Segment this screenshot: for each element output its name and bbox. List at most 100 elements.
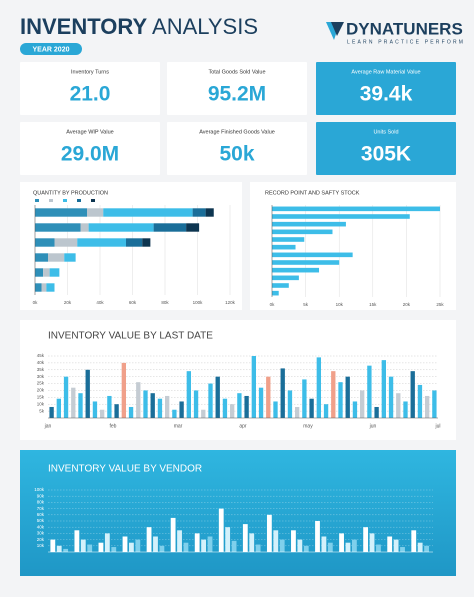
bar: [303, 545, 309, 552]
title-bold: INVENTORY: [20, 14, 147, 39]
kpi-label: Average WIP Value: [66, 129, 113, 135]
bar: [279, 539, 285, 552]
x-tick-label: 5k: [303, 302, 309, 307]
legend-swatch: [91, 199, 95, 202]
kpi-label: Inventory Turns: [71, 69, 109, 75]
bar: [56, 545, 62, 552]
bar: [396, 393, 401, 418]
bar: [71, 387, 76, 418]
kpi-value: 39.4k: [360, 83, 413, 106]
x-tick-label: 80k: [161, 300, 169, 305]
bar: [417, 384, 423, 418]
bar: [345, 542, 351, 552]
bar: [103, 208, 193, 217]
x-tick-label: 60k: [129, 300, 137, 305]
bar: [35, 238, 55, 247]
bar: [153, 223, 187, 232]
bar: [143, 390, 148, 418]
y-tick-label: 90k: [37, 493, 45, 498]
bar: [360, 390, 365, 418]
bar: [410, 371, 415, 418]
logo-mark: [331, 22, 344, 36]
kpi-label: Average Raw Material Value: [351, 69, 420, 75]
y-tick-label: 35k: [37, 367, 45, 372]
y-tick-label: 45k: [37, 353, 45, 358]
bar: [272, 214, 410, 219]
x-group-label: apr: [239, 423, 247, 429]
chart-title: RECORD POINT AND SAFTY STOCK: [265, 190, 360, 196]
bar: [411, 530, 417, 552]
bar: [266, 514, 272, 552]
bar: [54, 238, 78, 247]
bar: [35, 253, 48, 262]
bar: [201, 409, 206, 418]
y-tick-label: 60k: [37, 512, 45, 517]
bar: [225, 527, 231, 552]
title-light: ANALYSIS: [152, 14, 258, 39]
bar: [170, 517, 176, 552]
bar: [280, 368, 285, 418]
bar: [157, 398, 163, 418]
bar: [351, 539, 357, 552]
bar: [272, 290, 279, 296]
bar: [339, 533, 344, 552]
bar: [251, 356, 256, 418]
x-tick-label: 15k: [369, 302, 377, 307]
bar: [111, 547, 117, 552]
bar: [327, 542, 333, 552]
bar: [136, 382, 141, 418]
bar: [135, 539, 141, 552]
y-tick-label: 20k: [37, 388, 45, 393]
bar: [425, 395, 430, 418]
bar: [400, 547, 405, 552]
bar: [272, 229, 333, 235]
bar: [172, 409, 177, 418]
kpi-card: [316, 122, 456, 175]
bar: [35, 283, 42, 292]
bar: [272, 260, 340, 265]
bar: [387, 536, 393, 552]
bar: [237, 393, 242, 418]
bar: [432, 390, 437, 418]
kpi-card: [20, 122, 160, 175]
bar: [417, 542, 423, 552]
y-tick-label: 30k: [37, 531, 45, 536]
y-tick-label: 100k: [34, 487, 45, 492]
y-tick-label: 30k: [37, 374, 45, 379]
bar: [231, 540, 237, 552]
bar: [374, 406, 379, 418]
bar: [177, 530, 182, 552]
kpi-card: [20, 62, 160, 115]
bar: [85, 369, 90, 418]
bar: [315, 521, 320, 552]
bar: [107, 395, 112, 418]
bar: [80, 539, 86, 552]
bar: [78, 393, 83, 418]
bar: [272, 221, 346, 227]
x-tick-label: 20k: [403, 302, 411, 307]
bar: [363, 527, 369, 552]
bar: [49, 268, 60, 277]
bar: [153, 536, 158, 552]
chart-title: INVENTORY VALUE BY VENDOR: [48, 464, 202, 475]
year-pill: [20, 43, 82, 55]
kpi-value: 305K: [361, 143, 411, 166]
bar: [35, 208, 87, 217]
bar: [186, 371, 191, 418]
bar: [205, 208, 214, 217]
y-tick-label: 25k: [37, 381, 45, 386]
bar: [128, 406, 134, 418]
y-tick-label: 15k: [37, 395, 45, 400]
bar: [114, 404, 119, 418]
bar: [87, 544, 93, 552]
kpi-label: Average Finished Goods Value: [199, 129, 275, 135]
bar: [242, 524, 248, 552]
bar: [302, 379, 307, 418]
x-tick-label: 0k: [33, 300, 39, 305]
bar: [255, 544, 261, 552]
bar: [295, 406, 300, 418]
bar: [388, 376, 394, 418]
y-tick-label: 70k: [37, 506, 45, 511]
bar: [352, 401, 358, 418]
